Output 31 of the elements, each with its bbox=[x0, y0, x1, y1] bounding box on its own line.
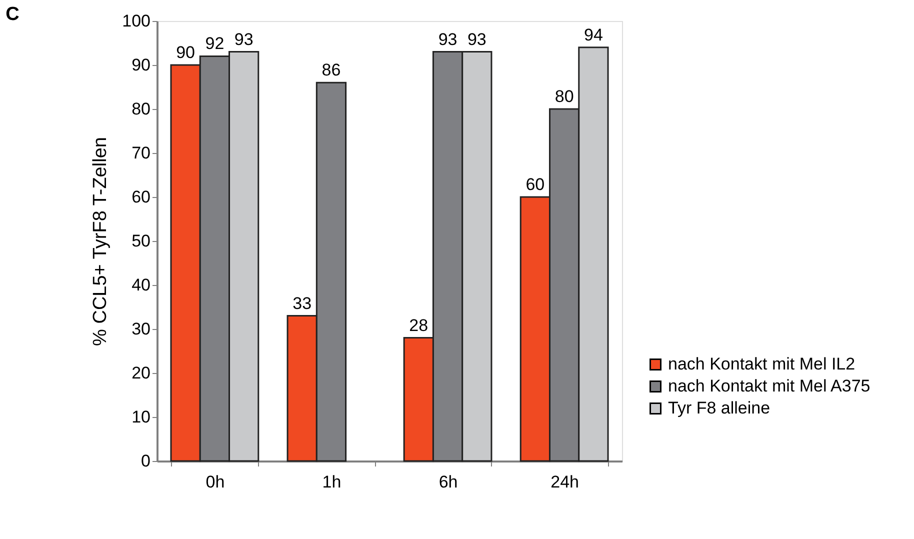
y-tick-label: 10 bbox=[132, 408, 150, 426]
y-tick-label: 20 bbox=[132, 364, 150, 382]
y-tick-label: 70 bbox=[132, 144, 150, 162]
y-axis-title: % CCL5+ TyrF8 T-Zellen bbox=[90, 137, 112, 346]
data-label: 90 bbox=[176, 43, 196, 62]
x-tick-label: 0h bbox=[206, 472, 225, 492]
y-tick-label: 40 bbox=[132, 276, 150, 294]
legend-label: nach Kontakt mit Mel IL2 bbox=[668, 354, 856, 374]
chart-title: C bbox=[6, 4, 20, 25]
x-tick-label: 6h bbox=[438, 472, 458, 492]
y-tick-label: 50 bbox=[132, 232, 150, 250]
data-label: 33 bbox=[292, 294, 312, 313]
x-tick-label: 1h bbox=[322, 472, 342, 492]
data-label: 28 bbox=[409, 316, 428, 335]
data-label: 93 bbox=[467, 30, 486, 49]
data-label: 94 bbox=[584, 25, 603, 44]
data-label: 86 bbox=[322, 60, 341, 80]
y-tick-label: 30 bbox=[132, 320, 150, 338]
y-tick-label: 0 bbox=[141, 452, 150, 470]
y-tick-label: 100 bbox=[122, 12, 150, 30]
data-label: 93 bbox=[234, 30, 254, 49]
y-tick-label: 80 bbox=[132, 100, 150, 118]
legend-label: nach Kontakt mit Mel A375 bbox=[668, 376, 870, 396]
x-tick-label: 24h bbox=[550, 472, 579, 492]
legend-label: Tyr F8 alleine bbox=[668, 398, 770, 418]
y-tick-label: 60 bbox=[132, 188, 150, 206]
y-tick-label: 90 bbox=[132, 56, 150, 74]
data-label: 92 bbox=[205, 34, 224, 54]
data-label: 60 bbox=[526, 175, 545, 194]
data-label: 80 bbox=[554, 87, 574, 106]
data-label: 93 bbox=[438, 30, 458, 49]
